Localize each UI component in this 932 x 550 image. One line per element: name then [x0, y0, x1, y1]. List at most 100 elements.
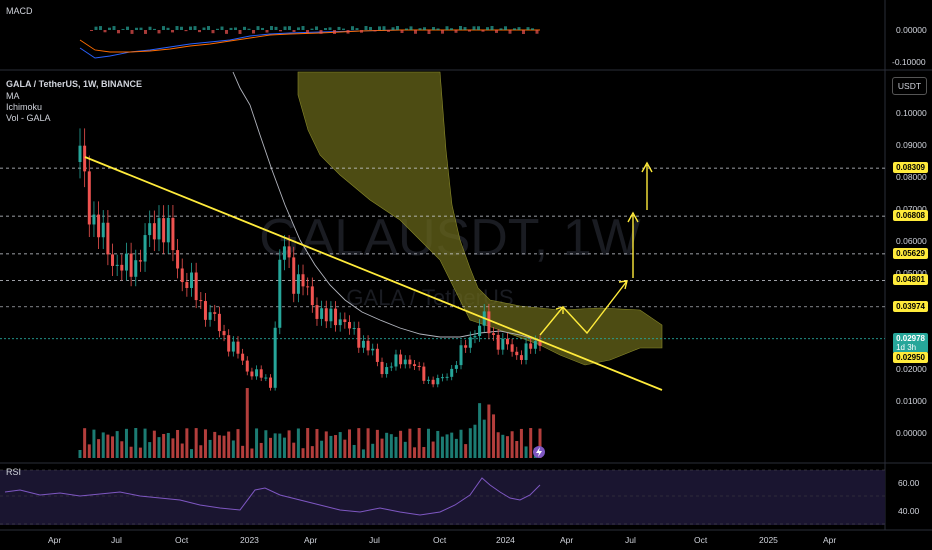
candle [273, 327, 277, 388]
candle [111, 254, 115, 266]
candle [538, 341, 542, 346]
candle [459, 345, 463, 366]
macd-bar [400, 30, 404, 34]
candle [529, 343, 533, 349]
candle [152, 223, 156, 240]
candle [208, 312, 212, 320]
candle [408, 359, 412, 365]
macd-bar [432, 27, 435, 30]
macd-bar [135, 27, 138, 30]
candle [231, 341, 235, 352]
volume-bar [190, 449, 194, 458]
macd-bar [490, 26, 494, 30]
volume-bar [106, 434, 110, 458]
volume-bar [162, 433, 166, 458]
volume-bar [199, 445, 203, 458]
macd-bar [103, 30, 107, 33]
candle [83, 145, 87, 172]
candle [162, 218, 166, 243]
macd-bar [301, 26, 305, 30]
macd-bar [459, 26, 462, 30]
volume-bar [422, 447, 426, 458]
volume-bar [338, 432, 342, 458]
volume-bar [166, 432, 170, 458]
candle [496, 334, 500, 350]
macd-bar [486, 27, 489, 30]
currency-button[interactable]: USDT [892, 77, 927, 95]
candle [519, 355, 523, 360]
candle [399, 354, 403, 365]
candle [199, 300, 203, 302]
volume-bar [352, 444, 356, 458]
macd-bar [144, 30, 147, 34]
candle [78, 145, 82, 162]
candle [306, 286, 310, 288]
macd-tick: 0.00000 [896, 25, 927, 35]
symbol-label[interactable]: GALA / TetherUS, 1W, BINANCE [6, 79, 143, 89]
macd-bar [126, 26, 129, 30]
time-tick: 2025 [759, 535, 778, 545]
volume-bar [115, 431, 119, 458]
volume-bar [301, 448, 305, 458]
volume-bar [445, 434, 449, 458]
volume-bar [241, 445, 245, 458]
legend-volume[interactable]: Vol - GALA [6, 113, 51, 123]
macd-bar [157, 30, 161, 34]
macd-bar [90, 30, 93, 31]
macd-bar [153, 28, 156, 30]
candle [487, 311, 491, 334]
volume-bar [487, 404, 491, 458]
candle [371, 348, 375, 351]
macd-bar [315, 26, 318, 30]
candle [97, 214, 101, 238]
legend-ichimoku[interactable]: Ichimoku [6, 102, 43, 112]
price-tick: 0.08000 [896, 172, 927, 182]
macd-bar [364, 26, 368, 30]
candle [143, 235, 147, 262]
volume-bar [431, 441, 435, 458]
macd-bar [481, 30, 485, 32]
price-tick: 0.09000 [896, 140, 927, 150]
macd-bar [211, 30, 215, 34]
candle [338, 319, 342, 326]
macd-bar [189, 26, 192, 30]
volume-bar [366, 428, 370, 458]
volume-bar [78, 450, 82, 458]
candle [236, 341, 240, 354]
candle [87, 171, 91, 225]
downtrend-line[interactable] [84, 156, 663, 391]
rsi-label: RSI [6, 467, 22, 477]
candle [357, 328, 361, 348]
volume-bar [450, 432, 454, 458]
candle [478, 325, 482, 337]
legend-ma[interactable]: MA [6, 91, 20, 101]
candle [217, 313, 221, 332]
macd-bar [99, 26, 102, 30]
price-tick: 0.10000 [896, 108, 927, 118]
candle [138, 260, 142, 262]
rsi-band [0, 470, 885, 525]
volume-bar [524, 446, 528, 458]
volume-bar [510, 431, 514, 458]
time-tick: Jul [111, 535, 122, 545]
volume-bar [343, 439, 347, 458]
volume-bar [473, 424, 477, 458]
macd-bar [337, 26, 341, 30]
candle [101, 222, 105, 238]
volume-bar [120, 441, 124, 458]
macd-bar [450, 28, 453, 30]
level-badge: 0.04801 [893, 274, 928, 286]
macd-bar [495, 30, 498, 33]
macd-bar [396, 26, 399, 30]
candle [106, 222, 110, 255]
price-tick: 0.02000 [896, 364, 927, 374]
time-tick: Apr [48, 535, 62, 545]
rsi-tick: 40.00 [898, 506, 920, 516]
candle [310, 286, 314, 306]
level-badge: 0.06808 [893, 210, 928, 222]
volume-bar [87, 444, 91, 458]
candle [533, 341, 537, 349]
candle [301, 274, 305, 287]
macd-bar [463, 27, 467, 30]
